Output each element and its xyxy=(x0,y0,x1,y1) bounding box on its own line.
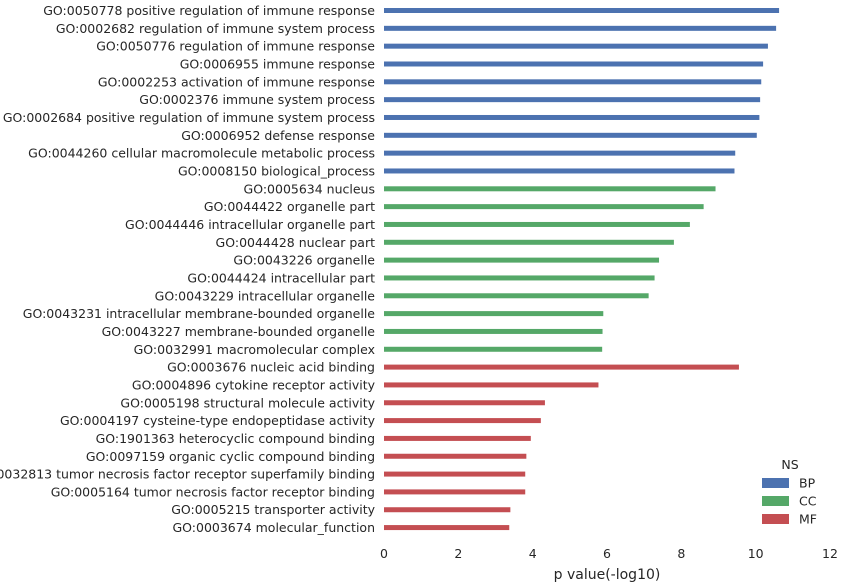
category-label: GO:0044260 cellular macromolecule metabo… xyxy=(28,146,375,161)
category-label: GO:0003676 nucleic acid binding xyxy=(167,360,375,375)
category-label: GO:0002682 regulation of immune system p… xyxy=(56,21,375,36)
bar xyxy=(384,186,716,192)
legend-swatch xyxy=(762,478,789,488)
category-label: GO:0005634 nucleus xyxy=(244,181,375,196)
category-label: GO:0043229 intracellular organelle xyxy=(155,288,376,303)
category-label: GO:0002376 immune system process xyxy=(139,92,375,107)
category-label: GO:0003674 molecular_function xyxy=(172,520,375,535)
legend-label: MF xyxy=(799,512,817,527)
x-tick-label: 12 xyxy=(822,546,838,561)
category-labels: GO:0050778 positive regulation of immune… xyxy=(0,3,376,535)
category-label: GO:0004197 cysteine-type endopeptidase a… xyxy=(60,413,376,428)
category-label: GO:0032813 tumor necrosis factor recepto… xyxy=(0,467,375,482)
legend-label: BP xyxy=(799,476,816,491)
category-label: GO:0006952 defense response xyxy=(181,128,375,143)
x-axis-title: p value(-log10) xyxy=(554,567,661,583)
bar xyxy=(384,364,739,370)
bar xyxy=(384,328,603,334)
x-tick-label: 8 xyxy=(677,546,685,561)
legend-swatch xyxy=(762,514,789,524)
category-label: GO:0044428 nuclear part xyxy=(216,235,376,250)
bar xyxy=(384,204,704,210)
bar xyxy=(384,435,531,441)
bar xyxy=(384,221,690,227)
category-label: GO:0006955 immune response xyxy=(180,56,376,71)
bar xyxy=(384,168,735,174)
category-label: GO:0002684 positive regulation of immune… xyxy=(3,110,375,125)
x-tick-label: 10 xyxy=(748,546,764,561)
bar xyxy=(384,275,655,281)
category-label: GO:0043227 membrane-bounded organelle xyxy=(102,324,376,339)
bar-group xyxy=(384,8,780,531)
category-label: GO:0004896 cytokine receptor activity xyxy=(132,377,376,392)
legend-title: NS xyxy=(781,457,798,472)
category-label: GO:0044424 intracellular part xyxy=(187,270,375,285)
x-tick-label: 0 xyxy=(380,546,388,561)
bar xyxy=(384,43,768,49)
category-label: GO:0050778 positive regulation of immune… xyxy=(43,3,375,18)
bar xyxy=(384,79,762,85)
category-label: GO:0043231 intracellular membrane-bounde… xyxy=(23,306,376,321)
bar xyxy=(384,150,736,156)
bar xyxy=(384,525,510,531)
category-label: GO:0044446 intracellular organelle part xyxy=(125,217,375,232)
bar xyxy=(384,418,541,424)
bar xyxy=(384,61,764,67)
bar xyxy=(384,346,603,352)
category-label: GO:0005164 tumor necrosis factor recepto… xyxy=(51,484,375,499)
bar xyxy=(384,311,604,317)
category-label: GO:0097159 organic cyclic compound bindi… xyxy=(86,449,375,464)
category-label: GO:0005198 structural molecule activity xyxy=(120,395,375,410)
category-label: GO:0005215 transporter activity xyxy=(171,502,375,517)
category-label: GO:0008150 biological_process xyxy=(178,163,375,178)
bar xyxy=(384,25,777,31)
legend-swatch xyxy=(762,496,789,506)
bar xyxy=(384,507,511,513)
category-label: GO:0043226 organelle xyxy=(233,253,375,268)
bar xyxy=(384,114,760,120)
bar xyxy=(384,453,527,459)
legend-label: CC xyxy=(799,494,817,509)
x-tick-label: 2 xyxy=(454,546,462,561)
bar xyxy=(384,97,761,103)
bar xyxy=(384,471,526,477)
x-tick-label: 4 xyxy=(529,546,537,561)
x-tick-label: 6 xyxy=(603,546,611,561)
bar xyxy=(384,400,545,406)
legend: NS BP CC MF xyxy=(762,457,817,527)
category-label: GO:0002253 activation of immune response xyxy=(98,74,375,89)
bar xyxy=(384,239,674,245)
bar xyxy=(384,8,780,13)
bar xyxy=(384,132,757,138)
category-label: GO:0050776 regulation of immune response xyxy=(96,39,375,54)
bar xyxy=(384,293,649,299)
bar xyxy=(384,489,526,495)
bar xyxy=(384,382,599,388)
category-label: GO:0044422 organelle part xyxy=(204,199,375,214)
x-axis-ticks: 0 2 4 6 8 10 12 xyxy=(380,546,838,561)
category-label: GO:1901363 heterocyclic compound binding xyxy=(96,431,375,446)
category-label: GO:0032991 macromolecular complex xyxy=(134,342,375,357)
bar xyxy=(384,257,660,263)
